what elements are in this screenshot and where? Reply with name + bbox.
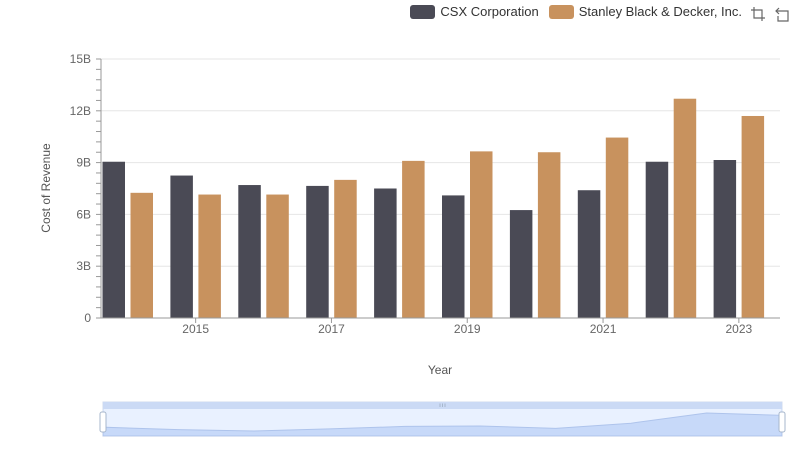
bar-csx-2017[interactable]	[306, 185, 329, 318]
legend: CSX Corporation Stanley Black & Decker, I…	[410, 4, 742, 19]
bar-stanley-2021[interactable]	[605, 137, 629, 318]
legend-label: CSX Corporation	[440, 4, 539, 19]
grip-icon[interactable]	[439, 403, 446, 408]
y-axis-title: Cost of Revenue	[39, 143, 53, 233]
bar-csx-2014[interactable]	[102, 161, 126, 318]
data-zoom-icon[interactable]	[750, 6, 766, 22]
y-tick-label: 9B	[76, 156, 91, 170]
bar-stanley-2022[interactable]	[673, 98, 697, 318]
zoom-slider-left-handle[interactable]	[99, 411, 107, 433]
legend-label: Stanley Black & Decker, Inc.	[578, 4, 742, 19]
zoom-slider-right-handle[interactable]	[778, 411, 786, 433]
bar-csx-2022[interactable]	[645, 161, 669, 318]
legend-item[interactable]: Stanley Black & Decker, Inc.	[548, 4, 742, 19]
bar-csx-2018[interactable]	[374, 188, 397, 319]
x-tick-label: 2019	[454, 322, 481, 336]
x-tick-label: 2023	[725, 322, 752, 336]
bar-stanley-2014[interactable]	[130, 192, 154, 318]
bar-stanley-2015[interactable]	[198, 194, 221, 318]
legend-swatch	[548, 4, 574, 19]
bar-stanley-2020[interactable]	[537, 152, 561, 318]
bar-stanley-2017[interactable]	[334, 179, 357, 318]
y-tick-label: 6B	[76, 207, 91, 221]
restore-icon[interactable]	[774, 6, 790, 22]
legend-swatch	[410, 4, 436, 19]
bar-csx-2020[interactable]	[509, 210, 533, 318]
bars	[102, 98, 765, 319]
bar-csx-2015[interactable]	[170, 175, 193, 318]
bar-csx-2016[interactable]	[238, 185, 261, 318]
bar-csx-2019[interactable]	[442, 195, 465, 318]
data-zoom-slider[interactable]	[99, 401, 786, 437]
y-tick-label: 0	[84, 311, 91, 325]
x-tick-label: 2021	[590, 322, 617, 336]
bar-csx-2021[interactable]	[577, 190, 601, 318]
bar-stanley-2018[interactable]	[402, 160, 425, 318]
axes: 0 3B 6B 9B 12B 15B 2015 2017 2019 2021 2023	[70, 52, 780, 336]
toolbox	[750, 6, 790, 22]
bar-stanley-2019[interactable]	[470, 151, 493, 318]
x-tick-label: 2017	[318, 322, 345, 336]
legend-item[interactable]: CSX Corporation	[410, 4, 539, 19]
bar-csx-2023[interactable]	[713, 160, 737, 318]
bar-stanley-2016[interactable]	[266, 194, 289, 318]
y-tick-label: 12B	[70, 104, 91, 118]
y-tick-label: 15B	[70, 52, 91, 66]
zoom-slider-selection[interactable]	[103, 402, 782, 436]
y-tick-label: 3B	[76, 259, 91, 273]
bar-stanley-2023[interactable]	[741, 115, 765, 318]
x-tick-label: 2015	[182, 322, 209, 336]
x-axis-title: Year	[428, 363, 452, 377]
